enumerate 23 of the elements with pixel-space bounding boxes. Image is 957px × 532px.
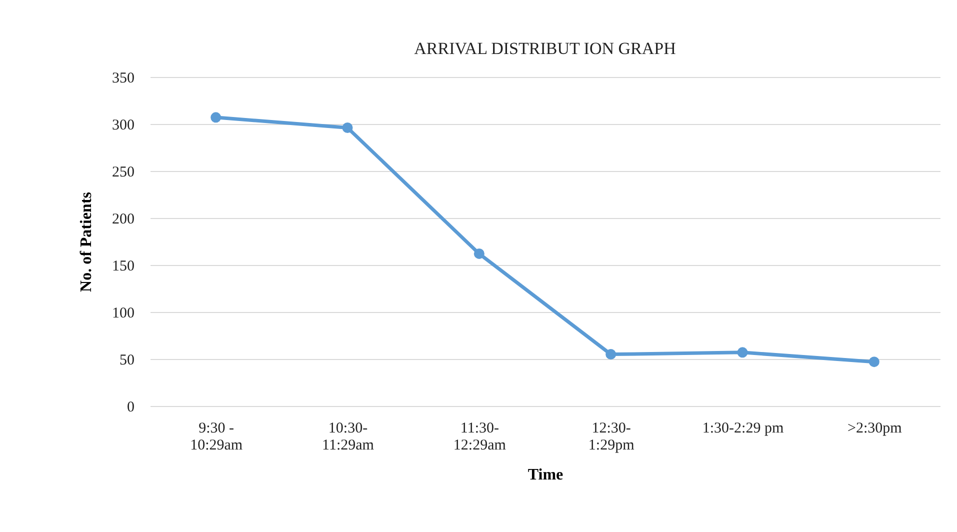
point <box>342 122 353 133</box>
y-tick-label: 0 <box>127 400 134 416</box>
y-tick-label: 350 <box>112 70 134 86</box>
chart-title: ARRIVAL DISTRIBUT ION GRAPH <box>414 39 676 58</box>
x-tick-label: 9:30 - 10:29am <box>190 420 243 454</box>
y-tick-label: 200 <box>112 212 134 228</box>
point <box>474 248 484 259</box>
point <box>606 349 616 360</box>
point <box>868 356 880 368</box>
point <box>737 347 748 358</box>
x-tick-label: >2:30pm <box>848 420 902 436</box>
y-tick-label: 100 <box>112 306 134 322</box>
y-tick-label: 150 <box>112 258 134 274</box>
x-axis-title: Time <box>528 466 564 484</box>
y-tick-label: 50 <box>120 352 134 368</box>
y-tick-label: 250 <box>112 164 134 180</box>
y-axis-title: No. of Patients <box>78 192 95 292</box>
x-tick-label: 1:30-2:29 pm <box>702 420 784 436</box>
point <box>210 112 222 123</box>
y-tick-label: 300 <box>112 118 134 134</box>
x-tick-label: 12:30- 1:29pm <box>588 420 635 454</box>
x-tick-label: 11:30- 12:29am <box>453 420 506 454</box>
x-tick-label: 10:30- 11:29am <box>322 420 374 454</box>
